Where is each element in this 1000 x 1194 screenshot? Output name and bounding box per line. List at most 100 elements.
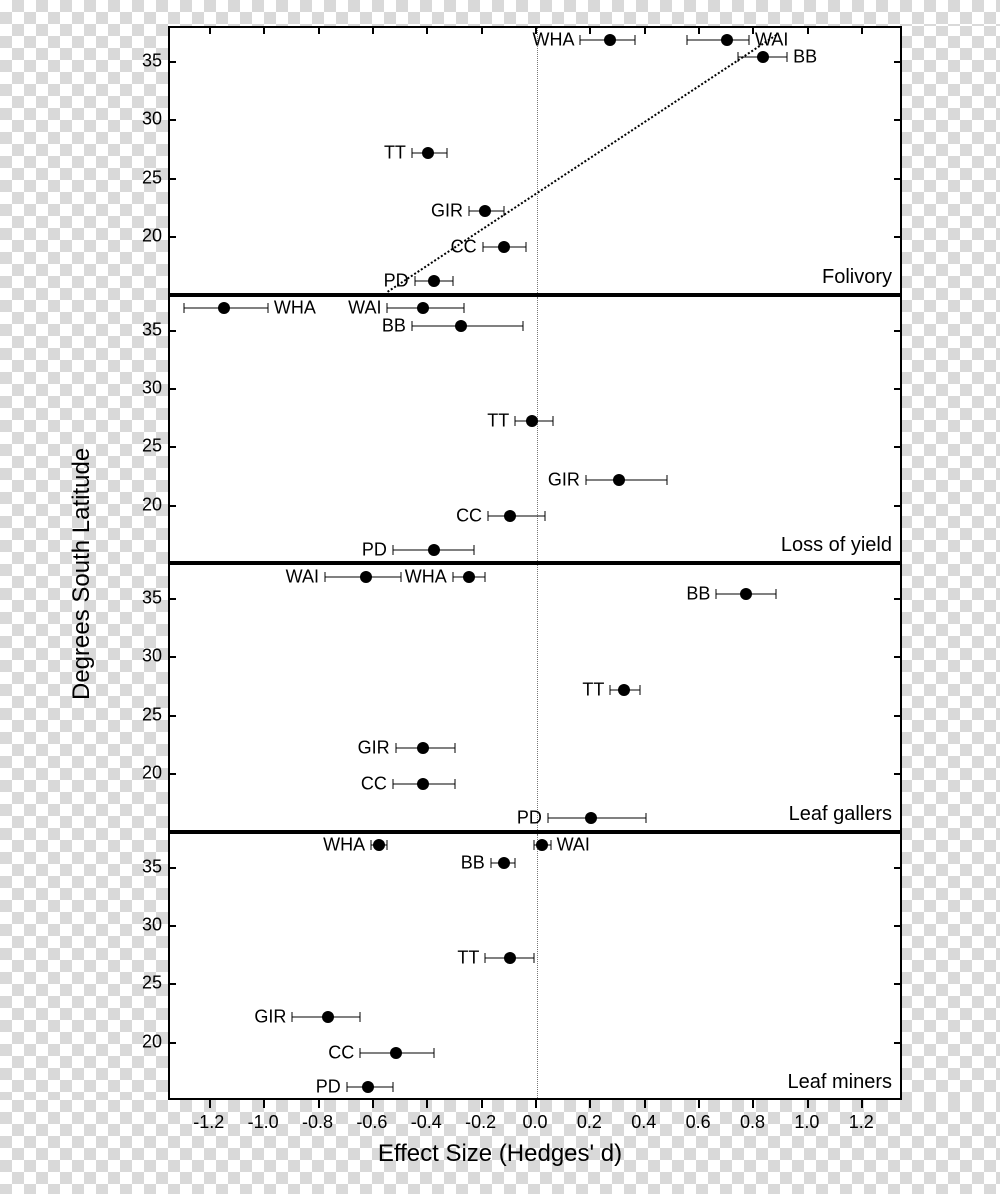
- point-label: BB: [686, 584, 710, 605]
- point-label: CC: [451, 237, 477, 258]
- data-point: [757, 51, 769, 63]
- error-cap: [392, 779, 393, 789]
- point-label: PD: [517, 808, 542, 829]
- data-point: [428, 544, 440, 556]
- y-tick-label: 30: [132, 914, 162, 935]
- figure-root: WHAWAIBBTTGIRCCPDFolivory20253035WHAWAIB…: [0, 0, 1000, 1194]
- error-cap: [387, 303, 388, 313]
- panel-title: Leaf miners: [788, 1071, 893, 1094]
- y-tick: [894, 983, 902, 985]
- data-point: [504, 510, 516, 522]
- error-cap: [392, 1082, 393, 1092]
- error-cap: [640, 685, 641, 695]
- y-tick-label: 20: [132, 1031, 162, 1052]
- point-label: PD: [362, 539, 387, 560]
- x-tick: [589, 1100, 591, 1108]
- point-label: WAI: [348, 298, 381, 319]
- error-cap: [550, 840, 551, 850]
- point-label: WAI: [755, 29, 788, 50]
- x-tick-label: 1.0: [794, 1112, 819, 1133]
- x-tick-label: 0.8: [740, 1112, 765, 1133]
- error-cap: [776, 589, 777, 599]
- y-axis-label: Degrees South Latitude: [68, 448, 96, 700]
- point-label: GIR: [254, 1006, 286, 1027]
- y-tick: [168, 715, 176, 717]
- plot-area: WHAWAIBBTTGIRCCPDFolivory20253035WHAWAIB…: [0, 0, 1000, 1194]
- x-tick-label: 0.4: [631, 1112, 656, 1133]
- panel: WHAWAIBBTTGIRCCPDLoss of yield: [168, 295, 902, 564]
- point-label: BB: [793, 47, 817, 68]
- y-tick-label: 25: [132, 704, 162, 725]
- x-tick-label: 0.6: [686, 1112, 711, 1133]
- panel: WAIWHABBTTGIRCCPDLeaf gallers: [168, 563, 902, 832]
- error-cap: [433, 1048, 434, 1058]
- error-cap: [749, 35, 750, 45]
- y-tick: [168, 505, 176, 507]
- data-point: [360, 571, 372, 583]
- point-label: TT: [457, 948, 479, 969]
- y-tick: [168, 773, 176, 775]
- error-cap: [787, 52, 788, 62]
- y-tick-label: 30: [132, 646, 162, 667]
- data-point: [373, 839, 385, 851]
- x-tick: [807, 26, 809, 34]
- error-cap: [547, 813, 548, 823]
- y-tick: [894, 236, 902, 238]
- data-point: [613, 474, 625, 486]
- y-tick: [168, 61, 176, 63]
- y-tick-label: 35: [132, 319, 162, 340]
- error-cap: [634, 35, 635, 45]
- y-tick: [168, 330, 176, 332]
- y-tick-label: 20: [132, 763, 162, 784]
- zero-reference-line: [537, 28, 538, 293]
- error-cap: [371, 840, 372, 850]
- panel: WHAWAIBBTTGIRCCPDLeaf miners: [168, 832, 902, 1101]
- error-cap: [414, 276, 415, 286]
- x-tick: [861, 26, 863, 34]
- error-cap: [482, 242, 483, 252]
- data-point: [390, 1047, 402, 1059]
- panel-title: Leaf gallers: [789, 803, 892, 826]
- y-tick: [168, 119, 176, 121]
- point-label: GIR: [548, 469, 580, 490]
- point-label: PD: [316, 1076, 341, 1097]
- error-cap: [324, 572, 325, 582]
- error-cap: [580, 35, 581, 45]
- error-cap: [346, 1082, 347, 1092]
- data-point: [604, 34, 616, 46]
- point-label: BB: [382, 315, 406, 336]
- data-point: [504, 952, 516, 964]
- point-label: GIR: [431, 201, 463, 222]
- y-tick: [168, 236, 176, 238]
- x-tick-label: 0.2: [577, 1112, 602, 1133]
- point-label: WHA: [405, 566, 447, 587]
- error-cap: [292, 1012, 293, 1022]
- y-tick: [168, 867, 176, 869]
- point-label: WAI: [557, 835, 590, 856]
- trend-line: [387, 34, 777, 292]
- error-cap: [738, 52, 739, 62]
- error-cap: [387, 840, 388, 850]
- y-tick: [894, 178, 902, 180]
- y-tick: [168, 446, 176, 448]
- x-tick: [263, 1100, 265, 1108]
- error-cap: [183, 303, 184, 313]
- x-tick: [426, 26, 428, 34]
- x-tick: [752, 1100, 754, 1108]
- data-point: [362, 1081, 374, 1093]
- x-tick-label: -1.2: [193, 1112, 224, 1133]
- y-tick: [894, 925, 902, 927]
- error-cap: [485, 572, 486, 582]
- y-tick: [894, 505, 902, 507]
- y-tick: [894, 1042, 902, 1044]
- error-cap: [534, 840, 535, 850]
- x-tick: [644, 1100, 646, 1108]
- point-label: TT: [487, 411, 509, 432]
- y-tick-label: 25: [132, 436, 162, 457]
- data-point: [479, 205, 491, 217]
- x-tick-label: -1.0: [248, 1112, 279, 1133]
- data-point: [422, 147, 434, 159]
- y-tick: [894, 119, 902, 121]
- error-cap: [360, 1012, 361, 1022]
- error-cap: [504, 206, 505, 216]
